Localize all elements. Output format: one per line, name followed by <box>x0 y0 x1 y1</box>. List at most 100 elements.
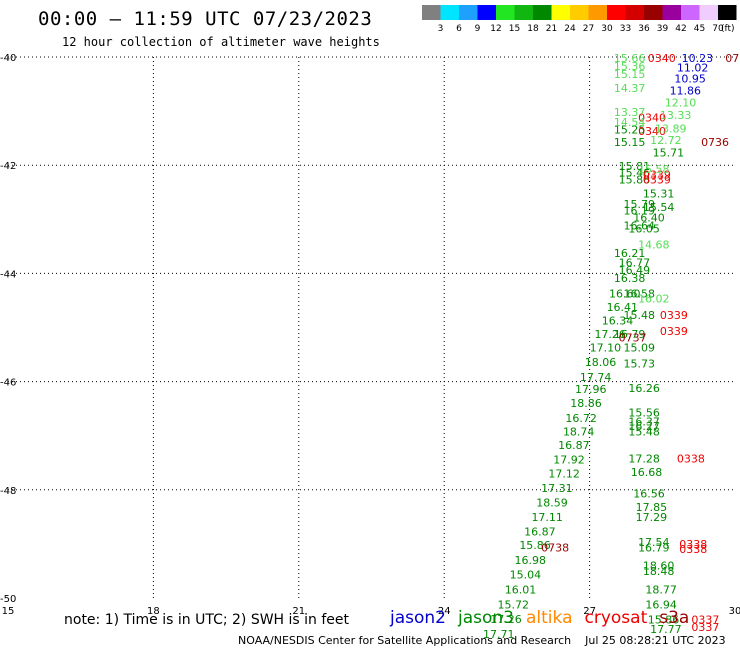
data-point-label: 073 <box>725 52 740 65</box>
chart-subtitle: 12 hour collection of altimeter wave hei… <box>62 35 380 49</box>
data-point-label: 16.98 <box>514 554 546 567</box>
data-point-label: 15.71 <box>653 147 685 160</box>
data-point-label: 14.37 <box>614 82 646 95</box>
data-point-label: 16.41 <box>607 301 639 314</box>
data-point-label: 15.25 <box>614 123 646 136</box>
data-point-label: 12.10 <box>665 96 697 109</box>
legend-tick-label: 9 <box>475 24 481 34</box>
data-point-label: 15.48 <box>624 309 656 322</box>
data-point-label: 16.34 <box>602 314 634 327</box>
data-point-label: 10.23 <box>682 52 714 65</box>
data-point-label: 17.29 <box>636 511 668 524</box>
data-point-label: 18.77 <box>645 583 677 596</box>
data-point-label: 13.37 <box>614 106 646 119</box>
data-point-label: 15.72 <box>498 598 529 611</box>
data-point-label: 0337 <box>691 621 719 634</box>
data-point-label: 0736 <box>701 136 729 149</box>
y-tick-label: -50 <box>0 594 16 605</box>
data-point-label: 18.86 <box>570 397 602 410</box>
data-point-label: 15.36 <box>614 60 646 73</box>
data-point-label: 16.58 <box>624 287 656 300</box>
data-point-label: 0339 <box>660 325 688 338</box>
legend-swatch <box>477 5 496 20</box>
y-tick-label: -42 <box>0 161 16 172</box>
chart-data-labels: 10.2311.0210.9511.8615.2515.1515.7115.81… <box>483 52 740 641</box>
legend-swatch <box>514 5 533 20</box>
chart-title: 00:00 — 11:59 UTC 07/23/2023 <box>38 8 373 30</box>
legend-swatch <box>570 5 589 20</box>
data-point-label: 15.79 <box>624 198 656 211</box>
y-tick-label: -40 <box>0 53 16 64</box>
data-point-label: 13.33 <box>660 109 692 122</box>
data-point-label: 16.77 <box>619 256 651 269</box>
satellite-legend-item: s3a <box>659 608 690 628</box>
data-point-label: 15.56 <box>628 406 660 419</box>
data-point-label: 18.74 <box>563 425 595 438</box>
legend-swatch <box>607 5 626 20</box>
data-point-label: 16.37 <box>628 416 660 429</box>
legend-tick-label: 21 <box>546 24 557 34</box>
data-point-label: 16.87 <box>558 439 590 452</box>
legend-tick-label: 24 <box>564 24 576 34</box>
data-point-label: 16.01 <box>505 583 537 596</box>
data-point-label: 15.73 <box>624 358 656 371</box>
data-point-label: 16.87 <box>524 525 556 538</box>
data-point-label: 16.60 <box>609 287 641 300</box>
footnote: note: 1) Time is in UTC; 2) SWH is in fe… <box>64 612 350 628</box>
legend-unit: (ft) <box>721 24 735 34</box>
satellite-legend: jason2 jason3 altika cryosat s3a <box>390 608 701 628</box>
data-point-label: 16.38 <box>614 272 646 285</box>
data-point-label: 18.06 <box>585 356 617 369</box>
data-point-label: 17.12 <box>548 467 580 480</box>
data-point-label: 17.77 <box>650 623 682 636</box>
legend-tick-label: 12 <box>490 24 501 34</box>
legend-swatch <box>496 5 515 20</box>
data-point-label: 16.56 <box>633 488 665 501</box>
legend-tick-label: 27 <box>583 24 594 34</box>
data-point-label: 16.40 <box>633 212 665 225</box>
data-point-label: 15.09 <box>624 341 656 354</box>
data-point-label: 18.48 <box>643 565 675 578</box>
legend-swatch <box>533 5 552 20</box>
satellite-legend-item: jason2 <box>390 608 446 628</box>
legend-swatch <box>440 5 459 20</box>
data-point-label: 16.79 <box>638 542 670 555</box>
data-point-label: 18.60 <box>643 559 675 572</box>
data-point-label: 16.94 <box>645 598 677 611</box>
legend-tick-label: 6 <box>456 24 462 34</box>
data-point-label: 15.48 <box>628 425 660 438</box>
data-point-label: 15.31 <box>643 187 675 200</box>
data-point-label: 18.59 <box>536 497 568 510</box>
legend-swatch <box>422 5 441 20</box>
legend-tick-label: 45 <box>694 24 705 34</box>
legend-swatch <box>644 5 663 20</box>
legend-swatch <box>662 5 681 20</box>
data-point-label: 0340 <box>638 112 666 125</box>
data-point-label: 15.81 <box>619 160 651 173</box>
data-point-label: 16.26 <box>628 382 660 395</box>
legend-swatch <box>551 5 570 20</box>
y-tick-label: -46 <box>0 378 16 389</box>
data-point-label: 17.26 <box>594 328 626 341</box>
legend-tick-label: 18 <box>527 24 539 34</box>
data-point-label: 17.92 <box>553 453 585 466</box>
satellite-legend-item: jason3 <box>458 608 514 628</box>
y-tick-label: -48 <box>0 486 16 497</box>
data-point-label: 16.05 <box>628 222 660 235</box>
data-point-label: 0340 <box>638 125 666 138</box>
data-point-label: 17.54 <box>638 536 670 549</box>
legend-tick-label: 15 <box>509 24 520 34</box>
data-point-label: 17.26 <box>490 613 522 626</box>
data-point-label: 0339 <box>643 168 671 181</box>
data-point-label: 0738 <box>541 542 569 555</box>
data-point-label: 17.28 <box>628 452 660 465</box>
data-point-label: 15.15 <box>614 68 646 81</box>
data-point-label: 16.64 <box>624 220 656 233</box>
legend-tick-label: 3 <box>438 24 444 34</box>
x-tick-label: 18 <box>147 606 160 617</box>
legend-tick-label: 36 <box>638 24 650 34</box>
data-point-label: 11.86 <box>670 84 702 97</box>
data-point-label: 15.88 <box>619 174 651 187</box>
data-point-label: 15.46 <box>619 167 651 180</box>
